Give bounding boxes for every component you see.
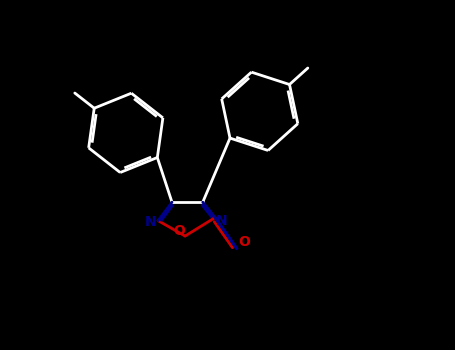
Text: N: N — [215, 214, 227, 228]
Text: O: O — [173, 224, 185, 238]
Text: O: O — [238, 235, 250, 249]
Text: N: N — [145, 215, 156, 229]
